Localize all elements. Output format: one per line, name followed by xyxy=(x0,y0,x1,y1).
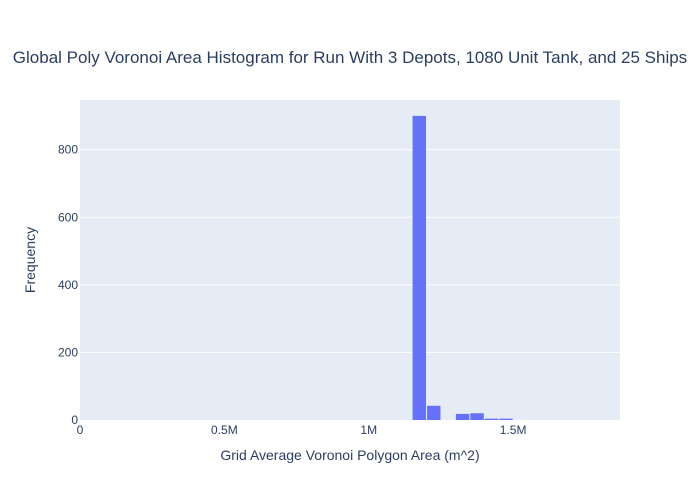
y-axis-ticks: 0 200 400 600 800 xyxy=(58,143,78,427)
y-tick-label: 600 xyxy=(58,210,78,224)
chart-title: Global Poly Voronoi Area Histogram for R… xyxy=(13,48,687,67)
x-tick-label: 1.5M xyxy=(500,423,527,437)
y-tick-label: 0 xyxy=(71,413,78,427)
x-tick-label: 0.5M xyxy=(211,423,238,437)
y-axis-title: Frequency xyxy=(22,227,38,293)
histogram-bar xyxy=(412,115,427,421)
histogram-bars xyxy=(412,115,513,421)
x-tick-label: 1M xyxy=(360,423,377,437)
x-axis-ticks: 0 0.5M 1M 1.5M xyxy=(77,423,527,437)
x-axis-title: Grid Average Voronoi Polygon Area (m^2) xyxy=(220,447,479,463)
gridlines xyxy=(80,149,620,353)
histogram-bar xyxy=(455,413,470,420)
histogram-bar xyxy=(470,413,484,420)
histogram-bar xyxy=(484,418,499,420)
histogram-bar xyxy=(499,418,513,420)
y-tick-label: 200 xyxy=(58,345,78,359)
plot-area xyxy=(80,100,620,420)
y-tick-label: 400 xyxy=(58,278,78,292)
y-tick-label: 800 xyxy=(58,143,78,157)
x-tick-label: 0 xyxy=(77,423,84,437)
histogram-bar xyxy=(427,405,441,420)
